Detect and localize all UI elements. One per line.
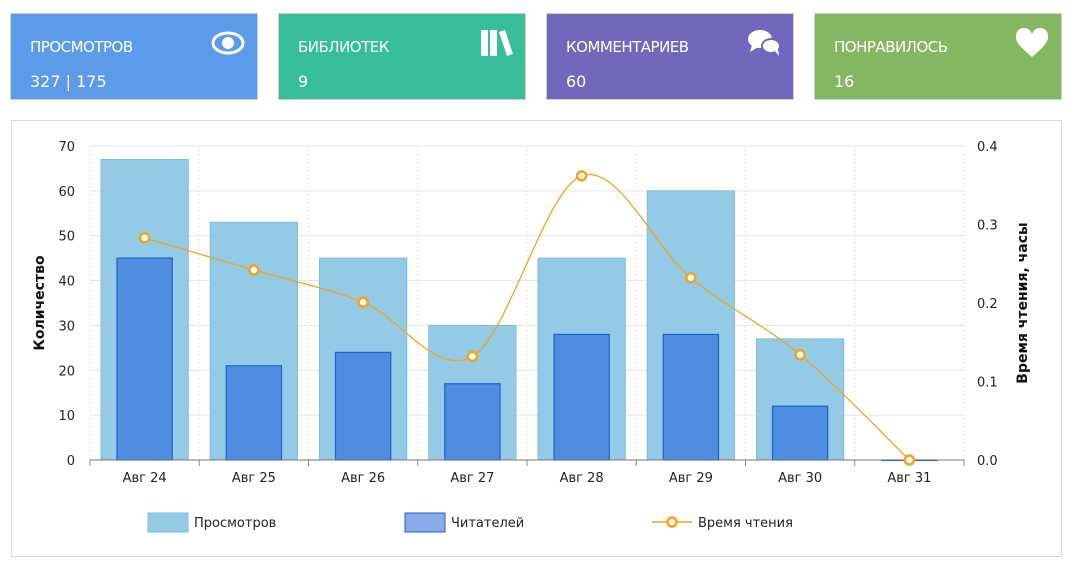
comments-icon xyxy=(747,28,781,58)
y-axis-title: Количество xyxy=(32,255,48,351)
stat-card-value: 16 xyxy=(834,72,855,91)
chart-panel xyxy=(11,120,1062,557)
eye-icon xyxy=(211,28,245,58)
line-reading-time xyxy=(144,173,910,461)
stat-card-3[interactable]: ПОНРАВИЛОСЬ 16 xyxy=(814,13,1062,100)
point-reading-time[interactable] xyxy=(466,350,479,363)
point-reading-time[interactable] xyxy=(903,454,916,466)
y-tick-label: 50 xyxy=(58,230,75,245)
stat-card-label: ПРОСМОТРОВ xyxy=(30,38,133,56)
stat-card-label: ПОНРАВИЛОСЬ xyxy=(834,38,948,56)
y-tick-label: 20 xyxy=(58,364,75,379)
x-tick-label: Авг 24 xyxy=(123,471,167,486)
stat-card-value: 9 xyxy=(298,72,309,91)
point-reading-time[interactable] xyxy=(794,349,806,361)
bar-readers[interactable] xyxy=(662,333,720,461)
y-tick-label: 70 xyxy=(58,140,75,155)
bar-readers[interactable] xyxy=(334,351,392,461)
bar-readers[interactable] xyxy=(771,405,829,461)
point-reading-time[interactable] xyxy=(357,296,369,308)
y-tick-label: 30 xyxy=(58,319,75,334)
y-tick-label: 60 xyxy=(58,185,75,200)
bar-readers[interactable] xyxy=(116,257,173,461)
stat-card-label: КОММЕНТАРИЕВ xyxy=(566,38,689,56)
x-tick-label: Авг 31 xyxy=(887,471,931,486)
y-tick-label: 0 xyxy=(67,454,75,469)
point-reading-time[interactable] xyxy=(685,272,697,284)
legend-swatch-views xyxy=(147,512,189,533)
books-icon xyxy=(479,28,513,58)
x-tick-label: Авг 27 xyxy=(450,471,494,486)
stat-card-2[interactable]: КОММЕНТАРИЕВ 60 xyxy=(546,13,794,100)
x-tick-label: Авг 30 xyxy=(778,471,822,486)
bar-readers[interactable] xyxy=(553,333,610,461)
point-reading-time[interactable] xyxy=(248,264,260,276)
legend-swatch-readers xyxy=(404,512,446,533)
legend-label[interactable]: Читателей xyxy=(451,516,524,531)
x-tick-label: Авг 28 xyxy=(560,471,604,486)
point-reading-time[interactable] xyxy=(575,170,588,182)
y2-axis-title: Время чтения, часы xyxy=(1015,222,1031,383)
y2-tick-label: 0.0 xyxy=(977,454,998,469)
legend-label[interactable]: Просмотров xyxy=(194,516,276,531)
x-tick-label: Авг 25 xyxy=(232,471,276,486)
y2-tick-label: 0.2 xyxy=(977,297,998,312)
stat-card-label: БИБЛИОТЕК xyxy=(298,38,389,56)
heart-icon xyxy=(1015,27,1049,58)
y2-tick-label: 0.4 xyxy=(977,140,998,155)
y-tick-label: 10 xyxy=(58,409,75,424)
stat-card-1[interactable]: БИБЛИОТЕК 9 xyxy=(278,13,526,100)
y2-tick-label: 0.3 xyxy=(977,219,998,234)
stat-card-value: 60 xyxy=(566,72,587,91)
legend-label[interactable]: Время чтения xyxy=(698,516,793,531)
y-tick-label: 40 xyxy=(58,275,75,290)
legend-marker xyxy=(666,516,678,528)
bar-readers[interactable] xyxy=(444,383,501,461)
stat-card-value: 327 | 175 xyxy=(30,72,107,91)
bar-readers[interactable] xyxy=(225,365,283,461)
x-tick-label: Авг 29 xyxy=(669,471,713,486)
stat-card-0[interactable]: ПРОСМОТРОВ 327 | 175 xyxy=(10,13,258,100)
point-reading-time[interactable] xyxy=(138,232,151,244)
y2-tick-label: 0.1 xyxy=(977,376,998,391)
x-tick-label: Авг 26 xyxy=(341,471,385,486)
